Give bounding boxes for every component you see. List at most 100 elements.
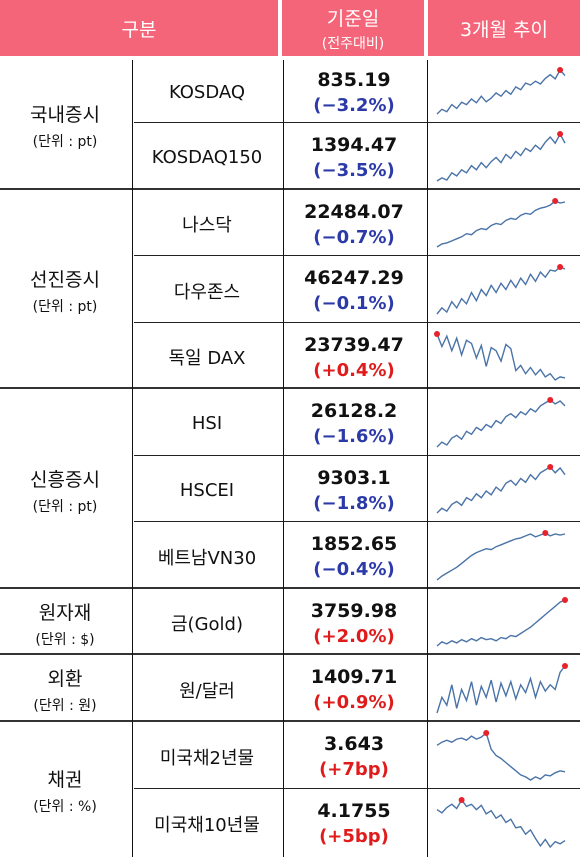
- sparkline-chart: [436, 464, 566, 514]
- table-row-value: 46247.29 (−0.1%): [286, 257, 422, 324]
- sparkline-chart: [436, 198, 566, 248]
- sparkline-series: [436, 798, 566, 849]
- sparkline-peak-marker: [557, 67, 564, 73]
- sparkline-peak-marker: [557, 264, 564, 270]
- table-row-value: 3.643 (+7bp): [286, 723, 422, 790]
- change-value: (+0.9%): [313, 692, 395, 713]
- index-value: 3759.98: [310, 599, 398, 622]
- header-category-label: 구분: [121, 18, 157, 41]
- trend-sparkline: [431, 128, 571, 187]
- sparkline-peak-marker: [562, 663, 568, 669]
- sparkline-peak-marker: [562, 597, 568, 603]
- table-row-value: 1852.65 (−0.4%): [286, 523, 422, 590]
- sparkline-peak-marker: [557, 131, 564, 137]
- index-value: 3.643: [323, 733, 385, 755]
- change-value: (−0.1%): [313, 293, 395, 314]
- header-trend-cell: 3개월 추이: [428, 0, 580, 56]
- table-row-item: HSCEI: [179, 479, 235, 501]
- change-value: (+5bp): [319, 826, 389, 847]
- sparkline-series: [436, 399, 566, 448]
- table-row-item: KOSDAQ150: [151, 147, 263, 168]
- sparkline-series: [436, 68, 566, 115]
- change-value: (+7bp): [319, 759, 389, 780]
- sparkline-chart: [436, 597, 568, 647]
- sparkline-series: [436, 200, 566, 248]
- category-unit: (단위 : pt): [32, 299, 98, 315]
- change-value: (−1.6%): [313, 426, 395, 447]
- sparkline-peak-marker: [458, 797, 465, 803]
- table-row-value: 1409.71 (+0.9%): [286, 656, 422, 723]
- column-divider: [283, 60, 284, 857]
- table-row-item: 원/달러: [179, 680, 235, 702]
- sparkline-peak-marker: [547, 397, 554, 403]
- table-row-item: HSI: [191, 413, 223, 434]
- header-base-sub: (전주대비): [321, 35, 385, 52]
- trend-sparkline: [431, 727, 571, 786]
- table-row-item: 미국채10년물: [154, 814, 260, 836]
- category-name: 외환: [47, 668, 83, 690]
- index-value: 1409.71: [310, 666, 398, 688]
- table-row-item: 베트남VN30: [157, 547, 257, 569]
- index-value: 23739.47: [304, 333, 404, 356]
- sparkline-series: [436, 532, 566, 581]
- row-divider: [134, 255, 580, 256]
- row-divider: [134, 788, 580, 789]
- trend-sparkline: [431, 794, 571, 853]
- sparkline-peak-marker: [542, 530, 549, 536]
- sparkline-chart: [434, 331, 566, 381]
- header-trend-label: 3개월 추이: [459, 18, 549, 41]
- trend-sparkline: [431, 461, 571, 519]
- table-row-value: 26128.2 (−1.6%): [286, 390, 422, 457]
- sparkline-series: [436, 266, 566, 315]
- index-value: 46247.29: [304, 267, 404, 289]
- sparkline-series: [436, 132, 566, 182]
- table-row-item: 나스닥: [182, 215, 232, 236]
- table-row-value: 23739.47 (+0.4%): [286, 324, 422, 390]
- sparkline-peak-marker: [434, 331, 440, 337]
- trend-sparkline: [431, 195, 571, 253]
- trend-sparkline: [431, 527, 571, 586]
- category-name: 선진증시: [30, 269, 100, 291]
- category-cell: 선진증시 (단위 : pt): [0, 191, 130, 390]
- category-name: 국내증시: [30, 104, 100, 126]
- category-unit: (단위 : %): [33, 798, 97, 815]
- sparkline-peak-marker: [547, 464, 554, 470]
- sparkline-chart: [436, 663, 568, 714]
- sparkline-peak-marker: [483, 730, 490, 736]
- group-divider: [0, 653, 580, 655]
- category-name: 채권: [47, 768, 83, 791]
- table-row-value: 4.1755 (+5bp): [286, 790, 422, 857]
- group-divider: [0, 720, 580, 722]
- table-row-value: 3759.98 (+2.0%): [286, 590, 422, 656]
- column-divider: [427, 60, 428, 857]
- index-value: 1852.65: [310, 533, 398, 555]
- index-value: 1394.47: [310, 134, 398, 156]
- trend-sparkline: [431, 594, 571, 652]
- table-row-item: 금(Gold): [171, 614, 243, 635]
- row-divider: [134, 322, 580, 323]
- category-name: 신흥증시: [30, 468, 100, 491]
- group-divider: [0, 587, 580, 589]
- sparkline-chart: [436, 397, 566, 448]
- header-category-cell: 구분: [0, 0, 278, 56]
- sparkline-series: [436, 333, 566, 381]
- sparkline-series: [436, 599, 566, 647]
- category-unit: (단위 : $): [35, 631, 95, 648]
- sparkline-chart: [436, 67, 566, 115]
- trend-sparkline: [431, 261, 571, 320]
- change-value: (−1.8%): [313, 492, 395, 514]
- table-row-value: 9303.1 (−1.8%): [286, 457, 422, 523]
- trend-sparkline: [431, 394, 571, 453]
- category-unit: (단위 : 원): [33, 698, 97, 714]
- row-divider: [134, 521, 580, 522]
- header-base-cell: 기준일 (전주대비): [282, 0, 424, 56]
- sparkline-chart: [436, 797, 566, 849]
- change-value: (−0.7%): [313, 226, 395, 248]
- category-unit: (단위 : pt): [32, 498, 98, 515]
- change-value: (−3.2%): [313, 94, 395, 116]
- index-value: 26128.2: [310, 400, 398, 422]
- category-cell: 외환 (단위 : 원): [0, 656, 130, 723]
- category-name: 원자재: [38, 601, 92, 624]
- row-divider: [134, 122, 580, 123]
